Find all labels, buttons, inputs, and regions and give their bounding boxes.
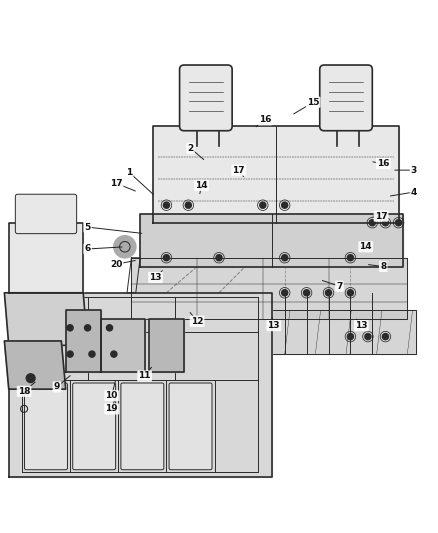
Polygon shape [66, 310, 101, 372]
Text: 11: 11 [138, 372, 151, 381]
Text: 13: 13 [268, 321, 280, 330]
Text: 8: 8 [380, 262, 386, 271]
Circle shape [304, 290, 310, 296]
Circle shape [282, 255, 288, 261]
Text: 19: 19 [106, 405, 118, 414]
Circle shape [106, 325, 113, 331]
Text: 10: 10 [106, 391, 118, 400]
Polygon shape [4, 293, 88, 345]
Text: 13: 13 [355, 321, 367, 330]
FancyBboxPatch shape [320, 65, 372, 131]
Text: 16: 16 [259, 115, 271, 124]
Text: 20: 20 [110, 260, 122, 269]
Text: 6: 6 [85, 245, 91, 254]
Circle shape [382, 334, 389, 340]
Circle shape [325, 290, 332, 296]
FancyBboxPatch shape [121, 383, 164, 470]
Circle shape [67, 325, 73, 331]
Circle shape [163, 255, 170, 261]
Polygon shape [153, 126, 399, 223]
FancyBboxPatch shape [169, 383, 212, 470]
Circle shape [347, 255, 353, 261]
Circle shape [347, 290, 353, 296]
Polygon shape [101, 319, 145, 372]
Text: 17: 17 [233, 166, 245, 175]
Circle shape [85, 325, 91, 331]
Circle shape [185, 202, 191, 208]
Circle shape [216, 255, 222, 261]
Text: 12: 12 [191, 317, 203, 326]
Polygon shape [9, 293, 272, 477]
FancyBboxPatch shape [73, 383, 116, 470]
Polygon shape [140, 214, 403, 266]
Polygon shape [123, 310, 416, 354]
Text: 14: 14 [195, 181, 208, 190]
Circle shape [347, 334, 353, 340]
Circle shape [163, 202, 170, 208]
Text: 9: 9 [54, 383, 60, 391]
Circle shape [26, 374, 35, 383]
Text: 18: 18 [18, 387, 30, 396]
Text: 17: 17 [375, 212, 387, 221]
Circle shape [365, 334, 371, 340]
Polygon shape [149, 319, 184, 372]
FancyBboxPatch shape [180, 65, 232, 131]
Circle shape [111, 351, 117, 357]
Polygon shape [9, 223, 83, 293]
FancyBboxPatch shape [15, 194, 77, 233]
FancyBboxPatch shape [25, 383, 67, 470]
Text: 13: 13 [149, 273, 162, 282]
Text: 5: 5 [85, 223, 91, 231]
Polygon shape [4, 341, 66, 389]
Text: 14: 14 [360, 243, 372, 251]
Circle shape [396, 220, 402, 226]
Text: 2: 2 [187, 144, 194, 153]
Polygon shape [131, 258, 407, 319]
Circle shape [67, 351, 73, 357]
Text: 16: 16 [377, 159, 389, 168]
Text: 4: 4 [411, 188, 417, 197]
Circle shape [282, 202, 288, 208]
Text: 17: 17 [110, 179, 122, 188]
Text: 15: 15 [307, 98, 319, 107]
Circle shape [369, 220, 375, 226]
Text: 3: 3 [411, 166, 417, 175]
Text: 7: 7 [336, 282, 343, 290]
Circle shape [260, 202, 266, 208]
Circle shape [282, 290, 288, 296]
Circle shape [89, 351, 95, 357]
Circle shape [382, 220, 389, 226]
Circle shape [114, 236, 136, 258]
Text: 1: 1 [126, 168, 132, 177]
